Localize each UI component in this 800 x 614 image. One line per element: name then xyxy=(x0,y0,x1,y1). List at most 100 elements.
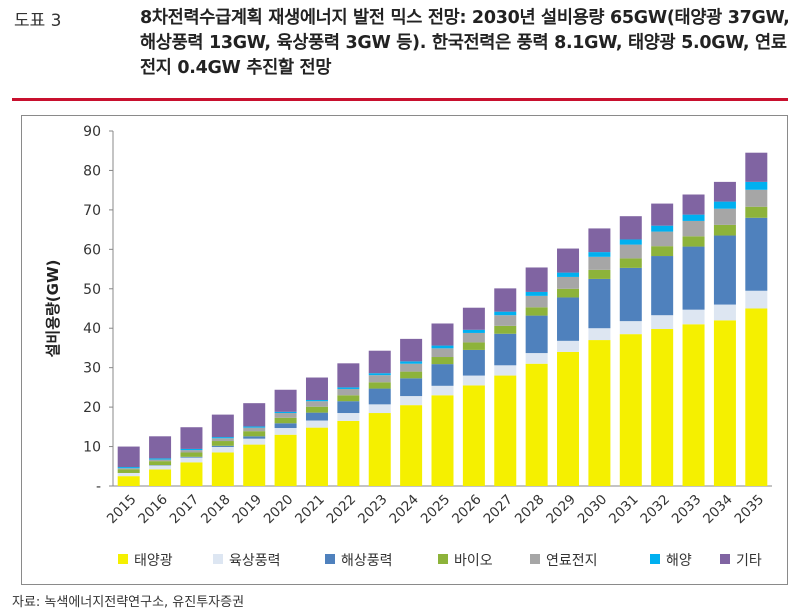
x-tick-label: 2024 xyxy=(386,492,422,528)
bar-segment-2020-1 xyxy=(274,428,297,435)
bar-segment-2035-5 xyxy=(745,181,768,190)
bar-segment-2034-6 xyxy=(713,181,736,202)
bar-segment-2016-6 xyxy=(149,436,172,459)
legend-label: 해상풍력 xyxy=(341,553,393,569)
bar-segment-2027-1 xyxy=(494,365,517,376)
bar-segment-2033-5 xyxy=(682,214,705,221)
x-tick-label: 2026 xyxy=(449,492,485,528)
bar-segment-2019-0 xyxy=(243,444,266,486)
bar-segment-2029-5 xyxy=(557,272,580,277)
bar-segment-2021-1 xyxy=(305,420,328,428)
bar-segment-2020-3 xyxy=(274,417,297,424)
bar-segment-2022-2 xyxy=(337,401,360,414)
bar-segment-2026-2 xyxy=(462,349,485,376)
bar-segment-2024-5 xyxy=(400,361,423,364)
bar-segment-2016-1 xyxy=(149,465,172,470)
bar-segment-2029-0 xyxy=(557,351,580,486)
bar-segment-2018-1 xyxy=(211,446,234,453)
bar-segment-2017-6 xyxy=(180,427,203,449)
x-tick-label: 2029 xyxy=(543,492,579,528)
bar-segment-2029-6 xyxy=(557,248,580,273)
bar-segment-2016-3 xyxy=(149,461,172,466)
bar-segment-2018-6 xyxy=(211,414,234,438)
bar-segment-2031-3 xyxy=(619,258,642,268)
bar-segment-2032-3 xyxy=(651,246,674,257)
bar-segment-2032-5 xyxy=(651,225,674,232)
bar-segment-2024-4 xyxy=(400,363,423,372)
y-tick-label: - xyxy=(96,479,101,495)
bar-segment-2022-4 xyxy=(337,388,360,396)
x-tick-label: 2025 xyxy=(418,492,454,528)
bar-segment-2025-3 xyxy=(431,357,454,365)
y-tick-label: 50 xyxy=(83,282,101,298)
bar-segment-2035-0 xyxy=(745,308,768,486)
bar-segment-2026-5 xyxy=(462,329,485,333)
x-tick-label: 2018 xyxy=(198,492,234,528)
bar-segment-2034-4 xyxy=(713,208,736,225)
bar-segment-2025-5 xyxy=(431,345,454,349)
figure-label: 도표 3 xyxy=(14,11,62,31)
bar-segment-2034-3 xyxy=(713,224,736,236)
bar-segment-2019-4 xyxy=(243,427,266,432)
bar-segment-2026-3 xyxy=(462,342,485,350)
legend-swatch xyxy=(325,554,335,564)
bar-segment-2032-0 xyxy=(651,329,674,486)
legend-swatch xyxy=(213,554,223,564)
bar-segment-2031-1 xyxy=(619,321,642,335)
y-tick-label: 80 xyxy=(83,163,101,179)
x-tick-label: 2015 xyxy=(104,492,140,528)
bar-segment-2030-3 xyxy=(588,269,611,279)
bar-segment-2023-3 xyxy=(368,382,391,389)
x-tick-label: 2022 xyxy=(324,492,360,528)
bar-segment-2019-5 xyxy=(243,426,266,428)
y-tick-label: 60 xyxy=(83,242,101,258)
bar-segment-2020-0 xyxy=(274,434,297,486)
x-tick-label: 2032 xyxy=(637,492,673,528)
bar-segment-2018-5 xyxy=(211,437,234,439)
bar-segment-2023-5 xyxy=(368,373,391,376)
bar-segment-2035-6 xyxy=(745,152,768,182)
bar-segment-2027-3 xyxy=(494,325,517,334)
bar-segment-2028-3 xyxy=(525,307,548,316)
x-tick-label: 2033 xyxy=(669,492,705,528)
bar-segment-2021-3 xyxy=(305,406,328,413)
y-tick-label: 90 xyxy=(83,124,101,140)
bar-segment-2028-2 xyxy=(525,315,548,354)
x-tick-label: 2030 xyxy=(575,492,611,528)
bar-segment-2019-3 xyxy=(243,431,266,437)
bar-segment-2029-3 xyxy=(557,288,580,298)
figure-header: 도표 3 8차전력수급계획 재생에너지 발전 믹스 전망: 2030년 설비용량… xyxy=(0,0,800,101)
x-tick-label: 2034 xyxy=(700,492,736,528)
bar-segment-2028-5 xyxy=(525,291,548,296)
bar-segment-2021-6 xyxy=(305,377,328,401)
bar-segment-2026-1 xyxy=(462,375,485,386)
bar-segment-2027-0 xyxy=(494,375,517,486)
bar-segment-2015-0 xyxy=(117,476,140,486)
bar-segment-2035-1 xyxy=(745,290,768,309)
bar-segment-2023-0 xyxy=(368,413,391,486)
bar-segment-2030-6 xyxy=(588,228,611,253)
bar-segment-2025-6 xyxy=(431,323,454,346)
bar-segment-2017-5 xyxy=(180,448,203,451)
bar-segment-2023-1 xyxy=(368,404,391,414)
bar-segment-2027-4 xyxy=(494,315,517,326)
bar-segment-2018-4 xyxy=(211,438,234,442)
bar-segment-2019-2 xyxy=(243,436,266,439)
title-divider xyxy=(12,98,788,101)
bar-segment-2021-5 xyxy=(305,400,328,402)
x-tick-label: 2016 xyxy=(135,492,171,528)
bar-segment-2032-2 xyxy=(651,256,674,316)
bar-segment-2030-5 xyxy=(588,252,611,257)
bar-segment-2030-4 xyxy=(588,256,611,270)
bar-segment-2025-4 xyxy=(431,348,454,358)
bar-segment-2032-1 xyxy=(651,315,674,330)
bar-segment-2024-6 xyxy=(400,338,423,362)
figure-title: 8차전력수급계획 재생에너지 발전 믹스 전망: 2030년 설비용량 65GW… xyxy=(140,8,790,78)
x-tick-label: 2028 xyxy=(512,492,548,528)
bar-segment-2021-2 xyxy=(305,412,328,421)
x-tick-label: 2027 xyxy=(480,492,516,528)
bar-segment-2033-6 xyxy=(682,194,705,215)
bar-segment-2024-2 xyxy=(400,378,423,397)
bar-segment-2019-6 xyxy=(243,403,266,427)
